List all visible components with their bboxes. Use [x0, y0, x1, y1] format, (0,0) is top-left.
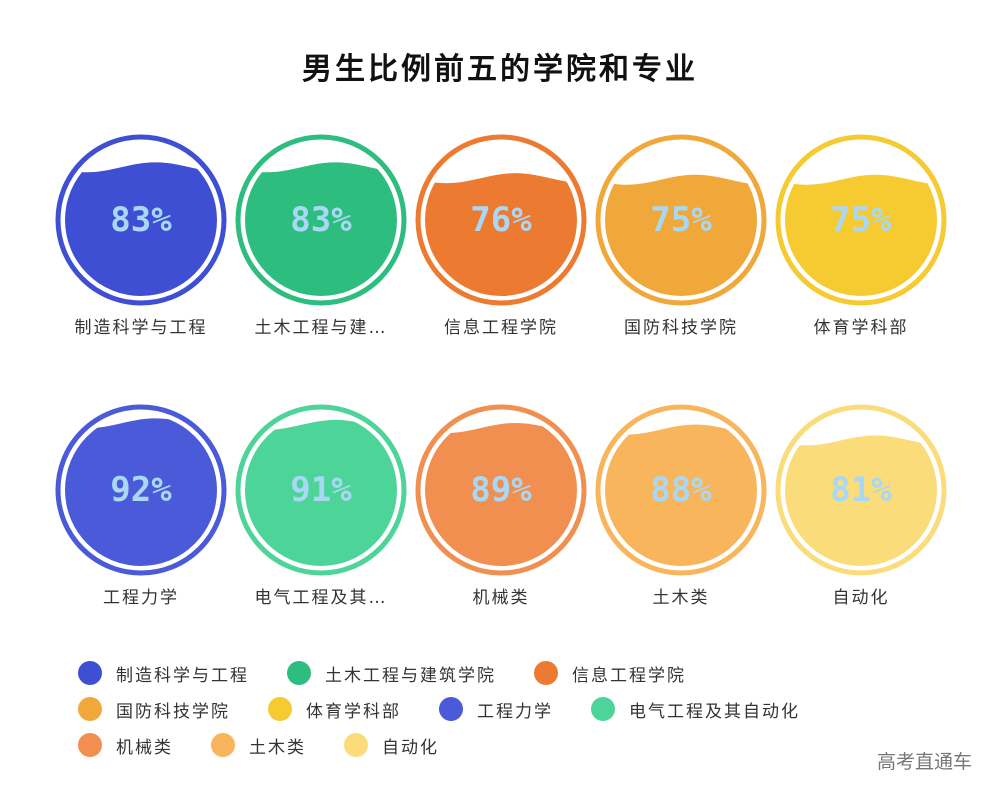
liquid-fill [425, 423, 577, 566]
legend-row: 国防科技学院 体育学科部 工程力学 电气工程及其自动化 [78, 691, 838, 727]
legend-dot-icon [78, 661, 102, 685]
legend-item[interactable]: 工程力学 [439, 697, 553, 722]
gauge-ring [775, 134, 947, 306]
liquid-gauge: 88% 土木类 [595, 404, 767, 608]
legend-item[interactable]: 信息工程学院 [534, 661, 686, 686]
value-label: 92% [110, 470, 172, 510]
gauge-label: 制造科学与工程 [75, 318, 208, 338]
legend-item[interactable]: 自动化 [344, 733, 439, 758]
liquid-fill-chart: 83%制造科学与工程83%土木工程与建…76%信息工程学院75%国防科技学院75… [55, 134, 947, 608]
gauge-ring [55, 134, 227, 306]
legend-label: 体育学科部 [306, 701, 401, 722]
liquid-fill [65, 418, 217, 566]
legend-dot-icon [439, 697, 463, 721]
gauge-ring [595, 134, 767, 306]
value-label: 88% [650, 470, 712, 510]
legend-label: 土木类 [249, 737, 306, 758]
value-label: 91% [290, 470, 352, 510]
legend-row: 制造科学与工程 土木工程与建筑学院 信息工程学院 [78, 655, 838, 691]
liquid-fill [245, 419, 397, 566]
gauge-label: 自动化 [833, 588, 890, 608]
gauge-label: 土木工程与建… [255, 318, 388, 338]
gauge-label: 土木类 [653, 588, 710, 608]
legend-label: 土木工程与建筑学院 [325, 665, 496, 686]
legend-label: 国防科技学院 [116, 701, 230, 722]
liquid-gauge: 92% 工程力学 [55, 404, 227, 608]
gauge-ring [235, 134, 407, 306]
gauge-ring [595, 404, 767, 576]
liquid-fill [425, 173, 577, 296]
liquid-fill [785, 174, 937, 296]
legend-label: 自动化 [382, 737, 439, 758]
legend-dot-icon [78, 733, 102, 757]
legend-item[interactable]: 电气工程及其自动化 [591, 697, 800, 722]
liquid-gauge: 81% 自动化 [775, 404, 947, 608]
gauge-ring [415, 134, 587, 306]
legend-dot-icon [344, 733, 368, 757]
gauge-label: 工程力学 [103, 588, 179, 608]
value-label: 89% [470, 470, 532, 510]
liquid-gauge: 76% 信息工程学院 [415, 134, 587, 338]
value-label: 76% [470, 200, 532, 240]
gauge-label: 体育学科部 [814, 318, 909, 338]
liquid-fill [65, 162, 217, 296]
gauge-label: 机械类 [473, 588, 530, 608]
legend-dot-icon [591, 697, 615, 721]
legend-dot-icon [211, 733, 235, 757]
legend-dot-icon [78, 697, 102, 721]
legend-item[interactable]: 制造科学与工程 [78, 661, 249, 686]
legend-dot-icon [287, 661, 311, 685]
value-label: 75% [650, 200, 712, 240]
legend-label: 工程力学 [477, 701, 553, 722]
value-label: 75% [830, 200, 892, 240]
legend: 制造科学与工程 土木工程与建筑学院 信息工程学院国防科技学院 体育学科部 工程力学 电气工… [78, 655, 838, 763]
liquid-gauge: 91% 电气工程及其… [235, 404, 407, 608]
legend-item[interactable]: 土木工程与建筑学院 [287, 661, 496, 686]
liquid-gauge: 75% 国防科技学院 [595, 134, 767, 338]
liquid-gauge: 83% 制造科学与工程 [55, 134, 227, 338]
gauge-label: 国防科技学院 [624, 318, 738, 338]
legend-label: 制造科学与工程 [116, 665, 249, 686]
liquid-gauge: 75% 体育学科部 [775, 134, 947, 338]
gauge-label: 信息工程学院 [444, 318, 558, 338]
legend-label: 机械类 [116, 737, 173, 758]
chart-title: 男生比例前五的学院和专业 [302, 52, 698, 87]
legend-label: 信息工程学院 [572, 665, 686, 686]
liquid-fill [245, 162, 397, 296]
value-label: 81% [830, 470, 892, 510]
liquid-gauge: 83% 土木工程与建… [235, 134, 407, 338]
legend-dot-icon [534, 661, 558, 685]
legend-item[interactable]: 土木类 [211, 733, 306, 758]
liquid-fill [605, 174, 757, 296]
liquid-fill [785, 435, 937, 566]
liquid-fill [605, 424, 757, 566]
watermark: 高考直通车 [876, 751, 972, 773]
gauge-ring [235, 404, 407, 576]
legend-dot-icon [268, 697, 292, 721]
gauge-ring [55, 404, 227, 576]
legend-item[interactable]: 体育学科部 [268, 697, 401, 722]
legend-item[interactable]: 机械类 [78, 733, 173, 758]
liquid-gauge: 89% 机械类 [415, 404, 587, 608]
legend-row: 机械类 土木类 自动化 [78, 727, 838, 763]
gauge-label: 电气工程及其… [255, 588, 388, 608]
value-label: 83% [290, 200, 352, 240]
gauge-ring [775, 404, 947, 576]
value-label: 83% [110, 200, 172, 240]
legend-label: 电气工程及其自动化 [629, 701, 800, 722]
gauge-ring [415, 404, 587, 576]
legend-item[interactable]: 国防科技学院 [78, 697, 230, 722]
